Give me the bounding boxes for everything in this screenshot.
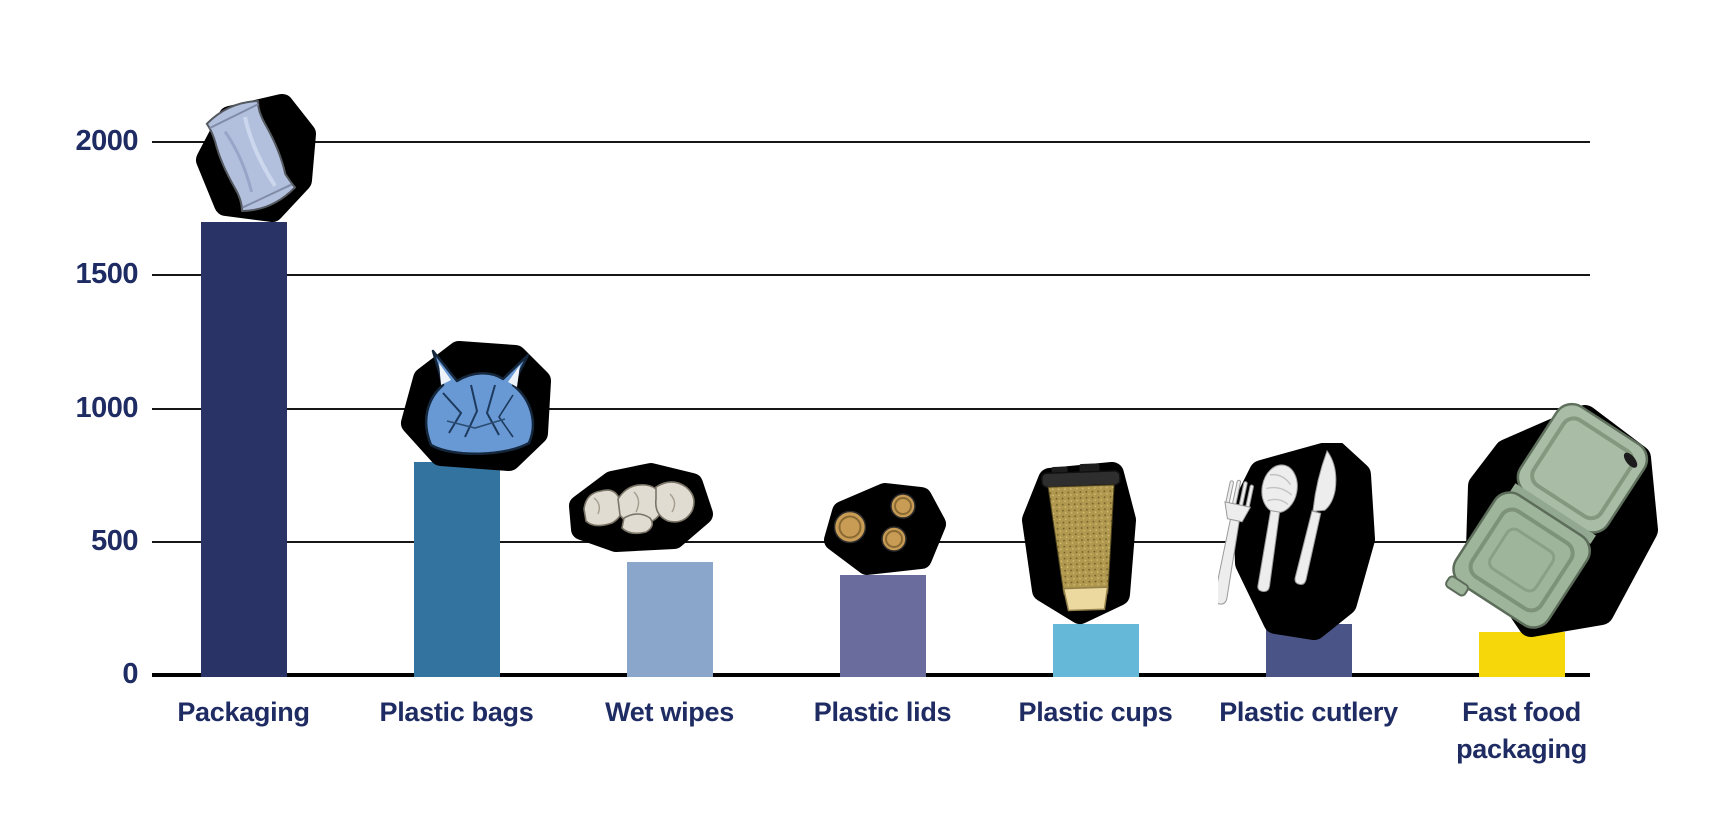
category-label-plastic-lids: Plastic lids: [813, 697, 952, 727]
plastic-cup-icon: [1022, 462, 1136, 624]
category-label-plastic-cutlery: Plastic cutlery: [1219, 697, 1398, 727]
gridline-2000: [152, 141, 1590, 143]
wet-wipes-icon: [569, 463, 713, 552]
category-label-wet-wipes: Wet wipes: [605, 697, 734, 727]
y-tick-label-500: 500: [91, 524, 138, 557]
category-label-plastic-bags: Plastic bags: [379, 697, 534, 727]
bar-plastic-bags: [413, 462, 500, 677]
plastic-lids-icon: [824, 483, 946, 575]
fast-food-packaging-icon: [1445, 402, 1658, 637]
y-tick-label-0: 0: [122, 657, 138, 690]
bar-packaging: [200, 222, 287, 677]
packaging-icon: [196, 94, 316, 222]
bar-plastic-lids: [839, 575, 926, 677]
bar-wet-wipes: [626, 562, 713, 677]
y-tick-label-1000: 1000: [75, 391, 138, 424]
plastic-cutlery-icon: [1218, 443, 1375, 640]
gridline-1000: [152, 407, 1590, 410]
bar-fast-food-packaging: [1478, 632, 1565, 677]
y-tick-label-1500: 1500: [75, 258, 138, 291]
bar-plastic-cups: [1052, 624, 1139, 677]
y-tick-label-2000: 2000: [75, 124, 138, 157]
category-label-fast-food-packaging: Fast food packaging: [1456, 697, 1587, 764]
plastic-bag-icon: [401, 341, 551, 471]
gridline-1500: [152, 274, 1590, 277]
category-label-plastic-cups: Plastic cups: [1018, 697, 1173, 727]
category-label-packaging: Packaging: [177, 697, 310, 727]
